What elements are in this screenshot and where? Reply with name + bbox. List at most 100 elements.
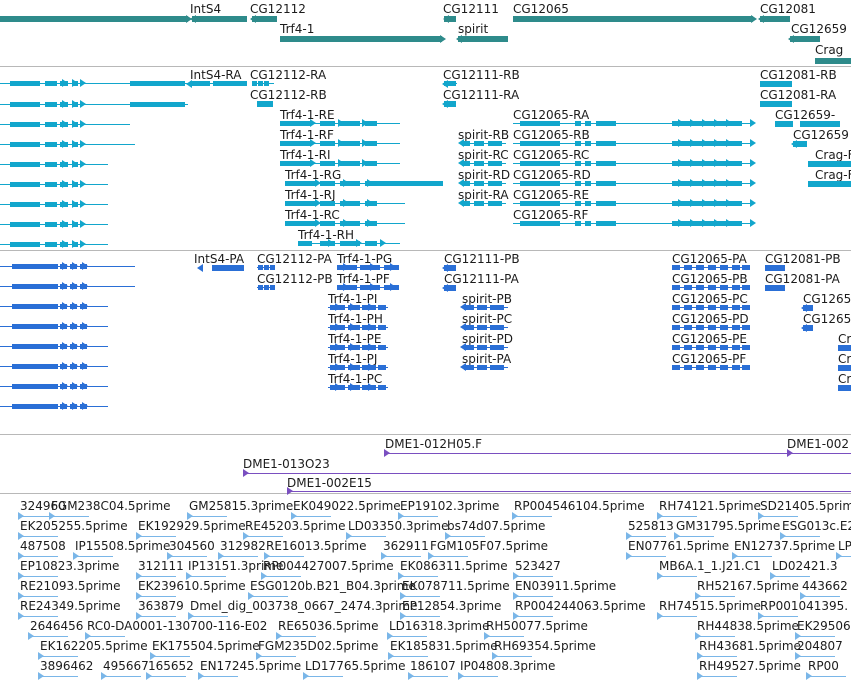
feature-block[interactable] [280,121,310,126]
feature-block[interactable] [672,285,680,290]
feature-block[interactable] [585,121,591,126]
feature-block[interactable] [474,161,484,166]
feature-block[interactable] [474,141,484,146]
feature-block[interactable] [190,81,210,86]
feature-block[interactable] [760,101,792,107]
feature-block[interactable] [477,305,487,310]
feature-block[interactable] [10,142,40,147]
feature-block[interactable] [474,201,484,206]
feature-block[interactable] [696,365,704,370]
feature-block[interactable] [803,305,813,311]
feature-block[interactable] [10,81,40,86]
feature-block[interactable] [684,325,692,330]
feature-block[interactable] [378,365,386,370]
feature-block[interactable] [264,81,269,86]
feature-block[interactable] [765,265,785,271]
feature-block[interactable] [838,365,851,371]
feature-block[interactable] [285,181,315,186]
feature-block[interactable] [45,81,57,86]
feature-block[interactable] [320,181,335,186]
feature-block[interactable] [708,265,716,270]
feature-block[interactable] [320,141,335,146]
feature-block[interactable] [464,365,474,370]
feature-block[interactable] [520,201,560,206]
feature-block[interactable] [375,181,443,186]
feature-block[interactable] [760,81,792,87]
feature-block[interactable] [596,221,616,226]
feature-block[interactable] [684,285,692,290]
feature-block[interactable] [672,325,680,330]
feature-block[interactable] [320,121,335,126]
feature-block[interactable] [488,141,502,146]
feature-block[interactable] [742,305,750,310]
feature-block[interactable] [258,265,263,270]
feature-block[interactable] [320,161,335,166]
feature-block[interactable] [280,141,310,146]
feature-block[interactable] [808,181,851,187]
feature-block[interactable] [378,305,386,310]
feature-block[interactable] [708,285,716,290]
feature-block[interactable] [765,285,785,291]
feature-block[interactable] [575,121,581,126]
feature-block[interactable] [684,365,692,370]
feature-block[interactable] [340,141,360,146]
feature-block[interactable] [340,181,360,186]
feature-block[interactable] [708,345,716,350]
feature-block[interactable] [793,141,807,147]
feature-block[interactable] [575,201,581,206]
feature-block[interactable] [803,325,813,331]
feature-block[interactable] [742,265,750,270]
gene-bar[interactable] [0,16,188,22]
feature-block[interactable] [365,141,377,146]
feature-block[interactable] [365,121,377,126]
feature-block[interactable] [280,161,310,166]
feature-block[interactable] [340,121,360,126]
feature-block[interactable] [520,141,560,146]
feature-block[interactable] [672,345,680,350]
feature-block[interactable] [488,201,502,206]
feature-block[interactable] [708,305,716,310]
feature-block[interactable] [270,285,275,290]
feature-block[interactable] [575,141,581,146]
feature-block[interactable] [490,345,504,350]
feature-block[interactable] [696,285,704,290]
feature-block[interactable] [720,365,728,370]
feature-block[interactable] [596,161,616,166]
feature-block[interactable] [45,122,57,127]
feature-block[interactable] [684,305,692,310]
feature-block[interactable] [490,365,504,370]
feature-block[interactable] [340,201,360,206]
feature-block[interactable] [696,265,704,270]
feature-block[interactable] [464,305,474,310]
feature-block[interactable] [575,181,581,186]
feature-block[interactable] [378,385,386,390]
feature-block[interactable] [252,81,257,86]
feature-block[interactable] [270,265,275,270]
feature-block[interactable] [12,344,58,349]
feature-block[interactable] [490,325,504,330]
feature-block[interactable] [10,242,40,247]
feature-block[interactable] [596,201,616,206]
feature-block[interactable] [732,365,740,370]
feature-block[interactable] [696,305,704,310]
feature-block[interactable] [477,365,487,370]
feature-block[interactable] [45,142,57,147]
feature-block[interactable] [320,201,335,206]
feature-block[interactable] [130,81,185,86]
feature-block[interactable] [45,162,57,167]
feature-block[interactable] [696,345,704,350]
feature-block[interactable] [720,265,728,270]
feature-block[interactable] [462,201,470,206]
feature-block[interactable] [130,102,185,107]
feature-block[interactable] [585,221,591,226]
feature-block[interactable] [264,285,269,290]
feature-block[interactable] [298,241,312,246]
feature-block[interactable] [12,364,58,369]
feature-block[interactable] [720,345,728,350]
feature-block[interactable] [444,285,456,291]
feature-block[interactable] [732,285,740,290]
feature-block[interactable] [732,265,740,270]
feature-block[interactable] [45,222,57,227]
feature-block[interactable] [720,305,728,310]
feature-block[interactable] [365,161,377,166]
